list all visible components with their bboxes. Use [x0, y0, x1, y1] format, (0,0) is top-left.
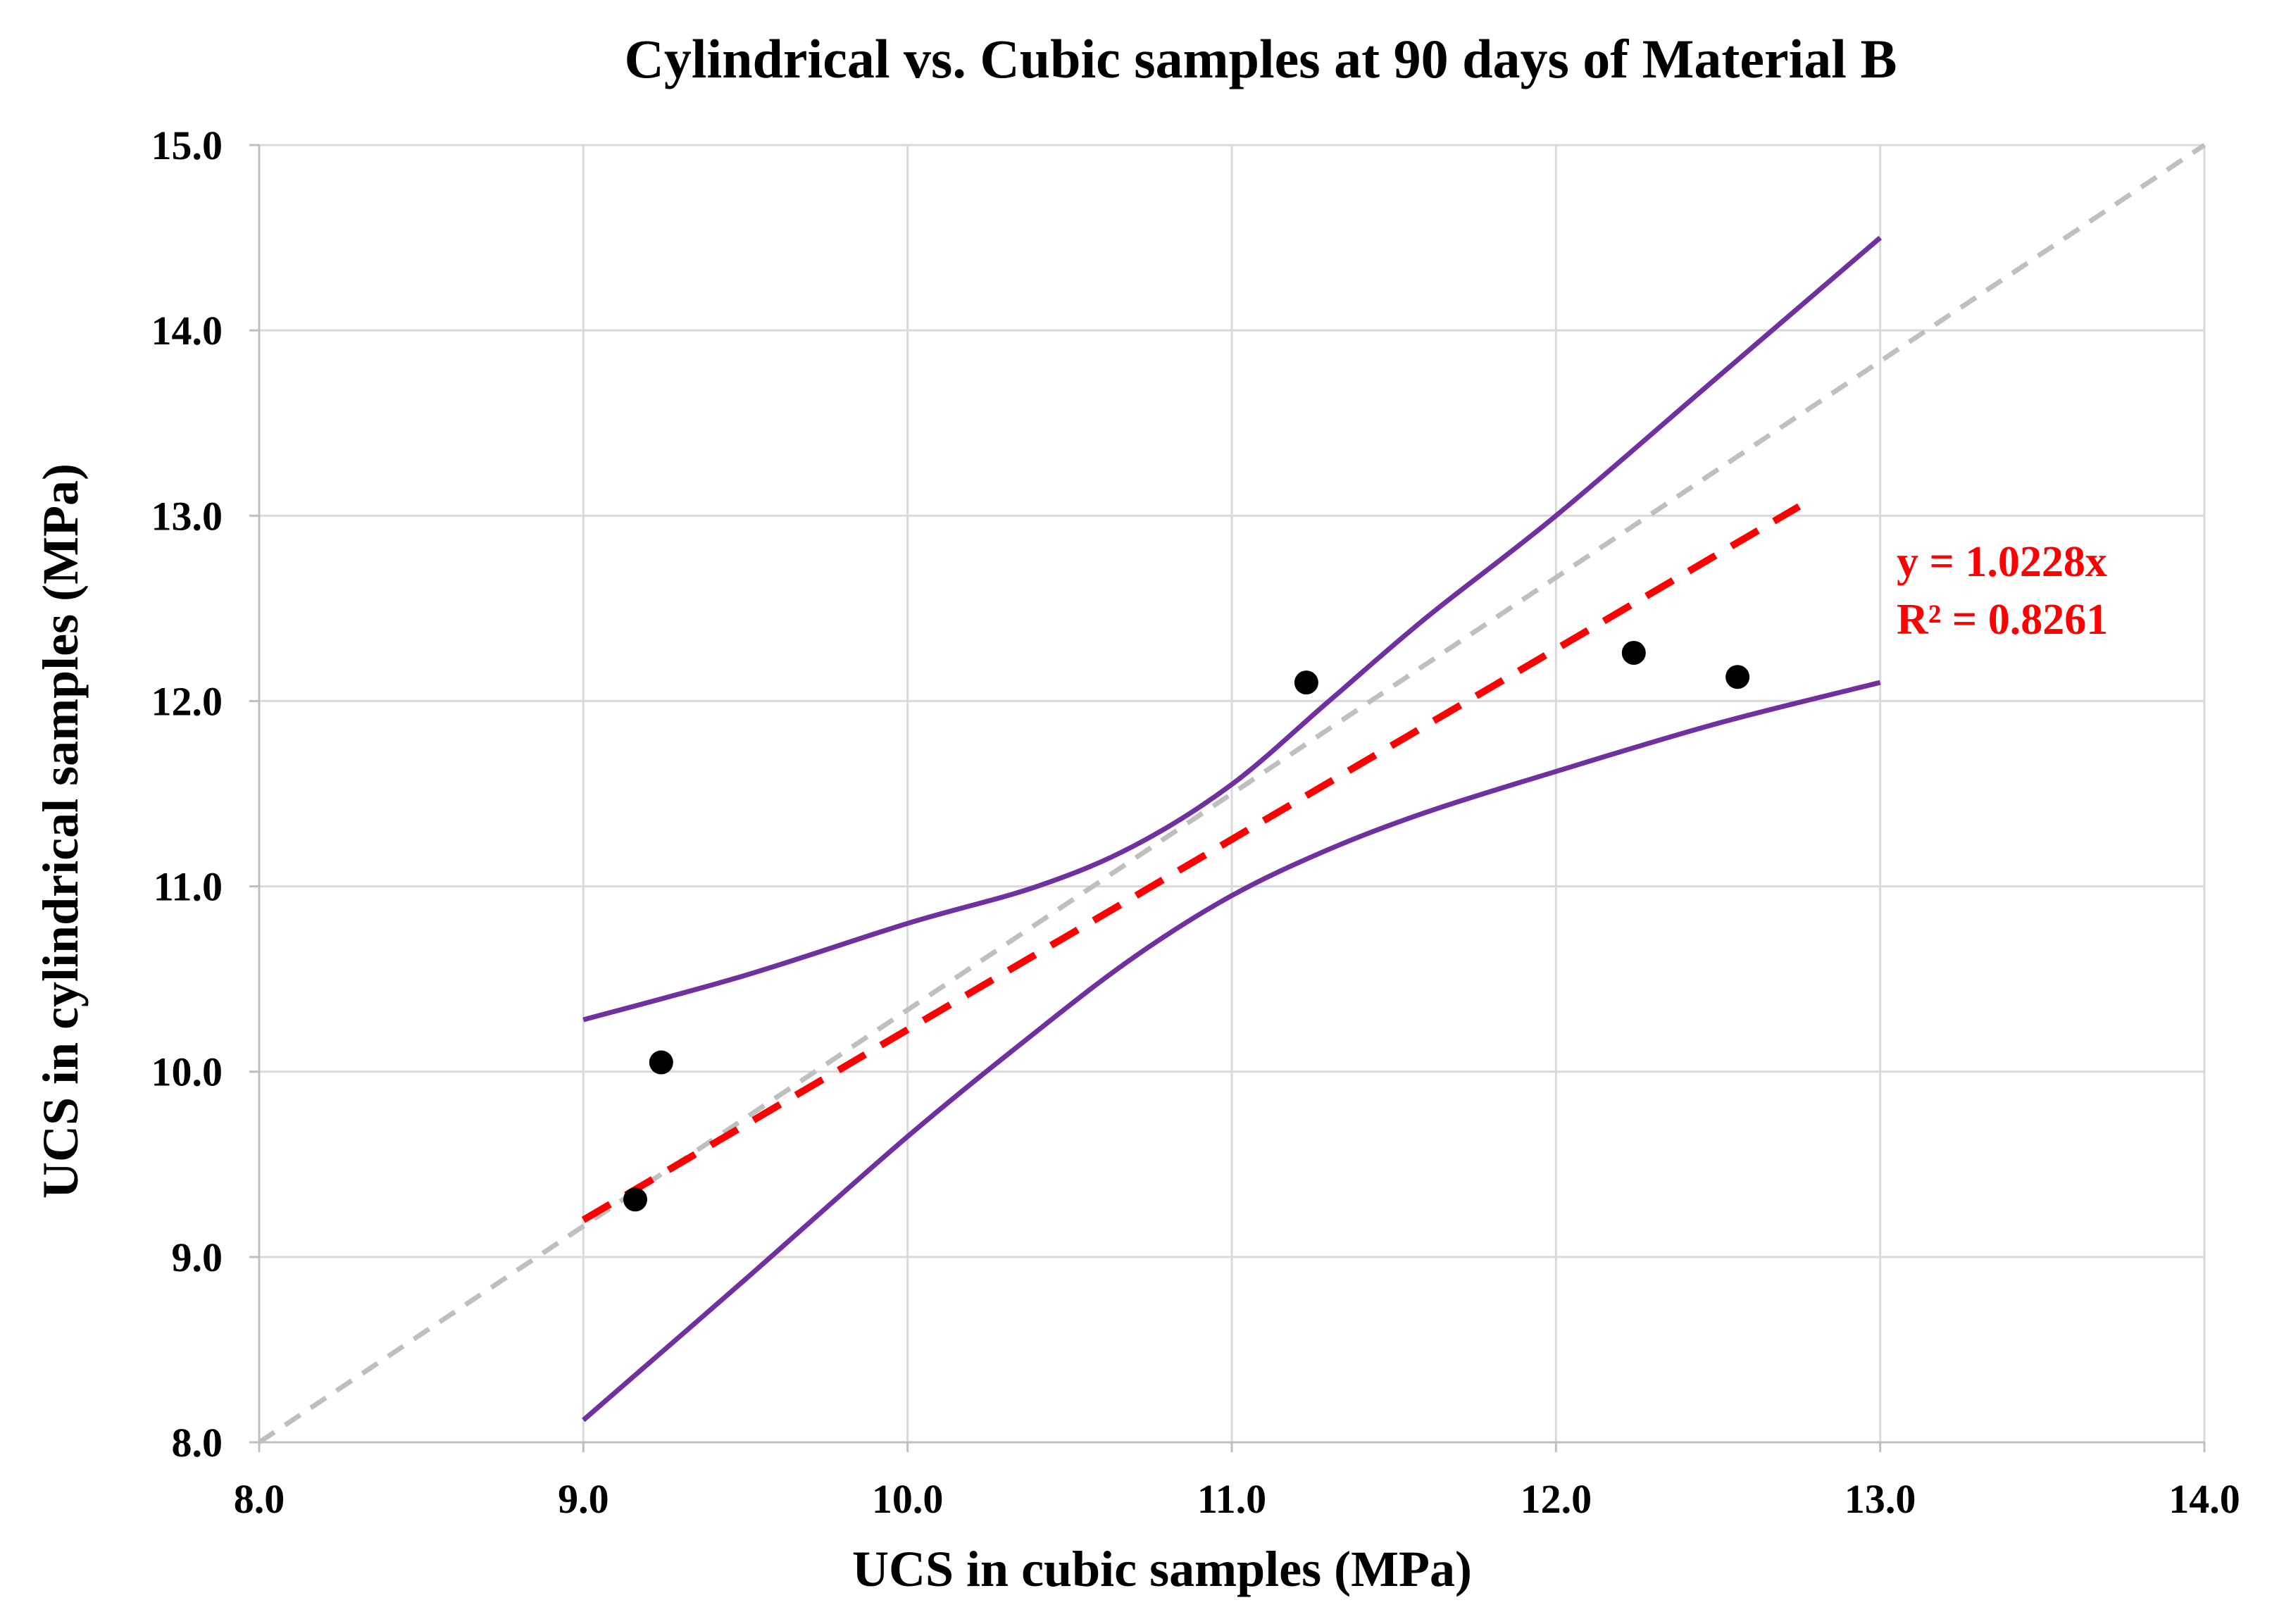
- y-tick-label: 11.0: [154, 864, 223, 910]
- y-axis-label: UCS in cylindrical samples (MPa): [32, 463, 89, 1199]
- data-point: [1294, 670, 1318, 695]
- equality-line: [258, 143, 2206, 1444]
- y-tick-label: 12.0: [151, 678, 223, 724]
- chart-title: Cylindrical vs. Cubic samples at 90 days…: [625, 28, 1897, 89]
- x-tick-label: 11.0: [1197, 1476, 1266, 1522]
- y-tick-label: 8.0: [172, 1420, 223, 1466]
- x-tick-label: 10.0: [872, 1476, 944, 1522]
- gridlines: [259, 144, 2206, 1442]
- x-axis-label: UCS in cubic samples (MPa): [852, 1541, 1472, 1597]
- y-tick-label: 13.0: [151, 493, 223, 539]
- y-tick-label: 15.0: [151, 123, 223, 168]
- data-point: [649, 1050, 673, 1075]
- data-points: [623, 641, 1750, 1212]
- series: [258, 143, 2206, 1444]
- x-tick-label: 9.0: [558, 1476, 609, 1522]
- axes: [249, 144, 2206, 1452]
- tick-labels: 8.0 9.0 10.0 11.0 12.0 13.0 14.0 8.0 9.0 10.0 11.0…: [151, 123, 2240, 1522]
- y-tick-label: 14.0: [151, 308, 223, 354]
- data-point: [623, 1187, 647, 1212]
- data-point: [1725, 665, 1750, 689]
- data-point: [1621, 641, 1646, 666]
- upper-confidence-band: [582, 235, 1882, 1023]
- x-tick-label: 13.0: [1845, 1476, 1916, 1522]
- r-squared-label: R² = 0.8261: [1897, 596, 2108, 644]
- lower-confidence-band: [582, 680, 1881, 1423]
- x-tick-label: 12.0: [1521, 1476, 1592, 1522]
- trendline-equation: y = 1.0228x: [1897, 538, 2107, 586]
- x-tick-label: 8.0: [234, 1476, 285, 1522]
- y-tick-label: 10.0: [151, 1049, 223, 1095]
- trendline: [581, 503, 1802, 1223]
- x-tick-label: 14.0: [2168, 1476, 2240, 1522]
- y-tick-label: 9.0: [172, 1235, 223, 1280]
